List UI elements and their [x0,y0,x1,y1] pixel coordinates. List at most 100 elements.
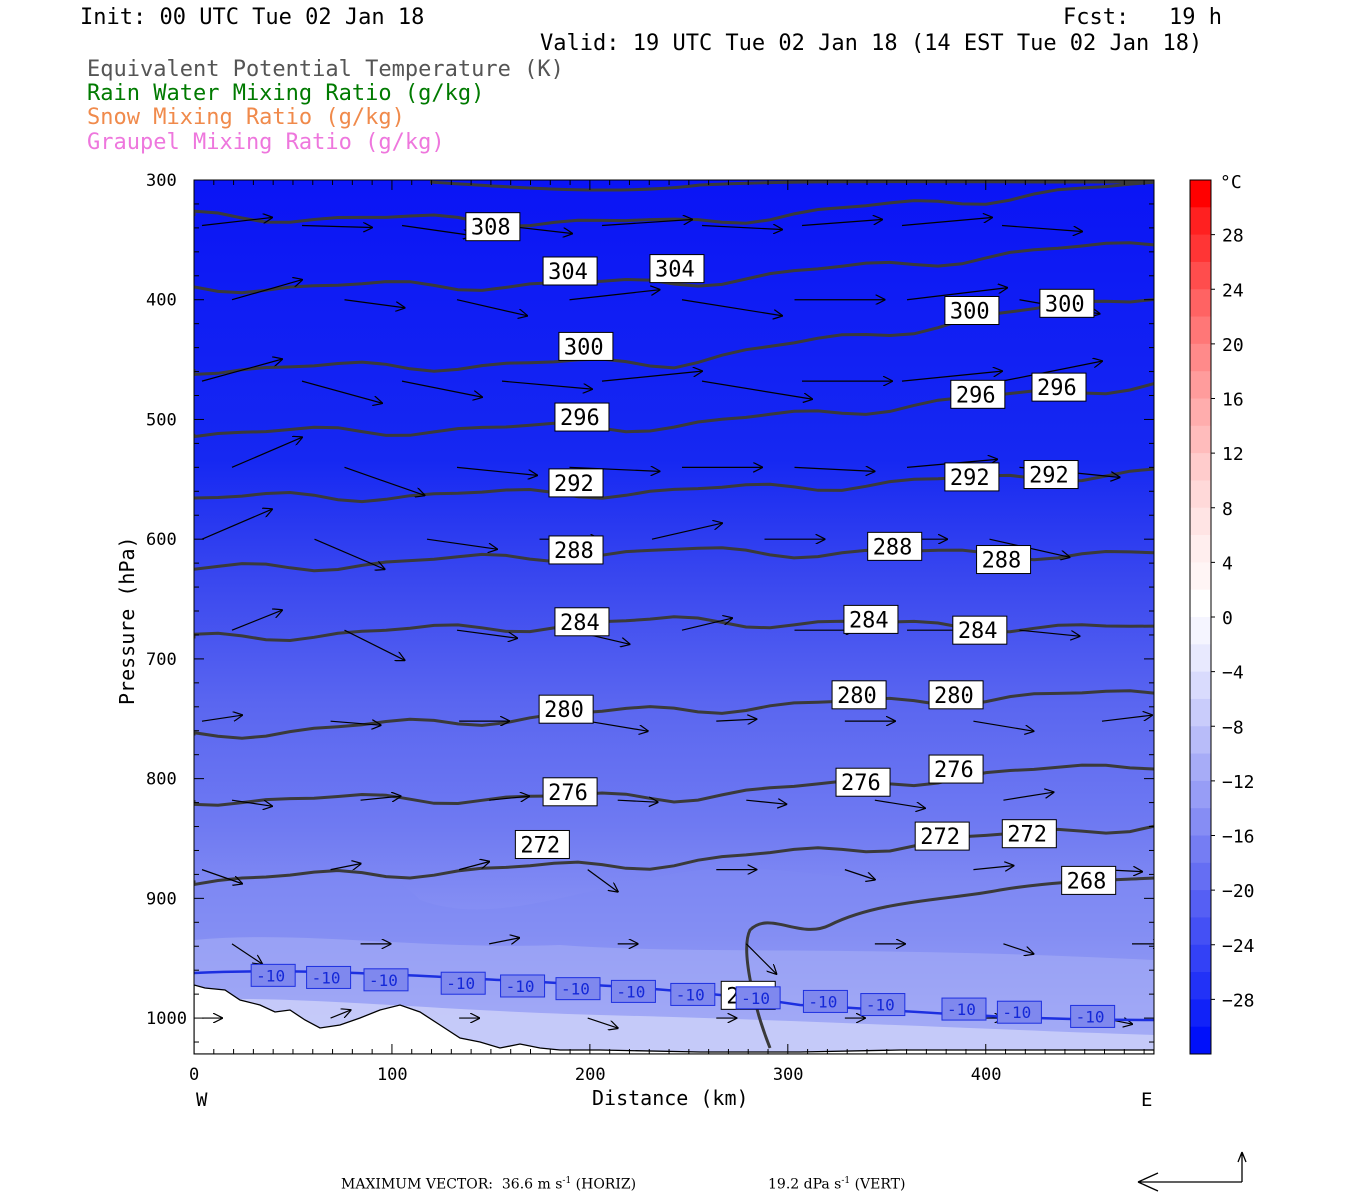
wind-vector [231,610,282,631]
theta-e-label: 268 [1067,869,1107,894]
theta-e-label: 296 [1037,376,1077,401]
theta-e-label: 300 [1045,292,1085,317]
theta-e-label-box [538,694,594,724]
theta-e-label: 288 [554,539,594,564]
wind-vector [401,380,482,397]
theta-e-label: 288 [873,535,913,560]
theta-e-label: 272 [920,825,960,850]
theta-e-label-box [1061,865,1117,895]
isotherm-label-box [440,971,486,995]
wind-vector [458,862,489,871]
theta-e-label-box [548,468,604,498]
theta-e-label: 300 [564,335,604,360]
y-tick-label: 700 [146,650,177,670]
isotherm-label: -10 [446,974,475,993]
y-tick-label: 400 [146,291,177,311]
colorbar-label: −16 [1222,827,1255,848]
wind-vector [301,225,372,227]
wind-vector [1019,629,1080,636]
wind-vector [330,864,361,870]
theta-e-label: 272 [520,833,560,858]
wind-vector [201,715,242,722]
x-tick-label: 100 [377,1065,408,1085]
wind-vector [314,538,385,569]
theta-e-label-box [928,680,984,710]
wind-vector [746,800,786,804]
isotherm-label: -10 [561,980,590,999]
colorbar-segment [1190,862,1211,891]
theta-e-label-box [944,462,1000,492]
wind-vector [681,618,732,631]
legend-snow: Snow Mixing Ratio (g/kg) [87,105,405,130]
theta-e-label-box [554,402,610,432]
colorbar-label: −8 [1222,717,1244,738]
colorbar-segment [1190,371,1211,399]
x-tick-label: 300 [773,1065,804,1085]
colorbar-label: −20 [1222,881,1255,902]
isotherm-label-box [860,993,906,1017]
terrain [194,984,1154,1054]
wind-vector [201,217,272,227]
wind-vector [901,371,1002,382]
wind-vector [330,1010,351,1019]
colorbar-segment [1190,207,1211,236]
theta-e-label: 296 [560,406,600,431]
wind-vector [587,869,618,892]
theta-e-label: 300 [950,300,990,325]
wind-vector [426,538,497,549]
isotherm-label: -10 [741,989,770,1008]
isotherm-label-box [500,974,546,998]
y-tick-label: 300 [146,171,177,191]
theta-e-contour [194,180,1154,228]
legend-graupel: Graupel Mixing Ratio (g/kg) [87,130,445,155]
wind-vector [569,290,660,301]
isotherm-label-box [802,989,848,1013]
wind-vector [587,1017,618,1028]
wind-vector [1003,943,1033,954]
wind-vector [489,938,519,944]
isotherm-label: -10 [616,982,645,1001]
colorbar-segment [1190,289,1211,318]
theta-e-label-box [554,607,610,637]
wind-vector [360,796,401,800]
legend-rain: Rain Water Mixing Ratio (g/kg) [87,81,485,106]
y-tick-label: 900 [146,889,177,909]
wind-vector [231,943,262,964]
colorbar-segment [1190,398,1211,427]
theta-e-label: 276 [841,771,881,796]
theta-e-label: 304 [548,260,588,285]
colorbar-segment [1190,808,1211,836]
colorbar-segment [1190,316,1211,345]
theta-e-label: 276 [934,758,974,783]
wind-vector [201,509,272,540]
isotherm-label: -10 [1076,1007,1105,1026]
wind-vector [651,523,722,540]
valid-time: Valid: 19 UTC Tue 02 Jan 18 (14 EST Tue … [540,31,1203,56]
x-tick-label: 400 [971,1065,1002,1085]
colorbar-segment [1190,944,1211,973]
wind-vector [844,869,875,880]
colorbar-segment [1190,999,1211,1028]
theta-e-label: 292 [950,466,990,491]
legend-theta-e: Equivalent Potential Temperature (K) [87,57,564,82]
wind-vector [201,359,282,382]
wind-vector [973,720,1033,731]
colorbar-segment [1190,453,1211,481]
theta-e-label: 284 [849,608,889,633]
isotherm-label-box [941,997,987,1021]
theta-e-label-box [542,777,598,807]
wind-vector [745,943,776,974]
isotherm-label: -10 [256,966,285,985]
wind-vector [231,280,302,301]
y-tick-label: 800 [146,770,177,790]
colorbar-segment [1190,562,1211,591]
theta-e-label: 304 [655,258,695,283]
colorbar-label: 8 [1222,499,1233,520]
colorbar-unit: °C [1220,172,1242,193]
colorbar-segment [1190,535,1211,563]
theta-e-label: 292 [554,472,594,497]
isotherm-label: -10 [947,1000,976,1019]
wind-vector [201,869,242,884]
theta-e-label: 288 [982,549,1022,574]
